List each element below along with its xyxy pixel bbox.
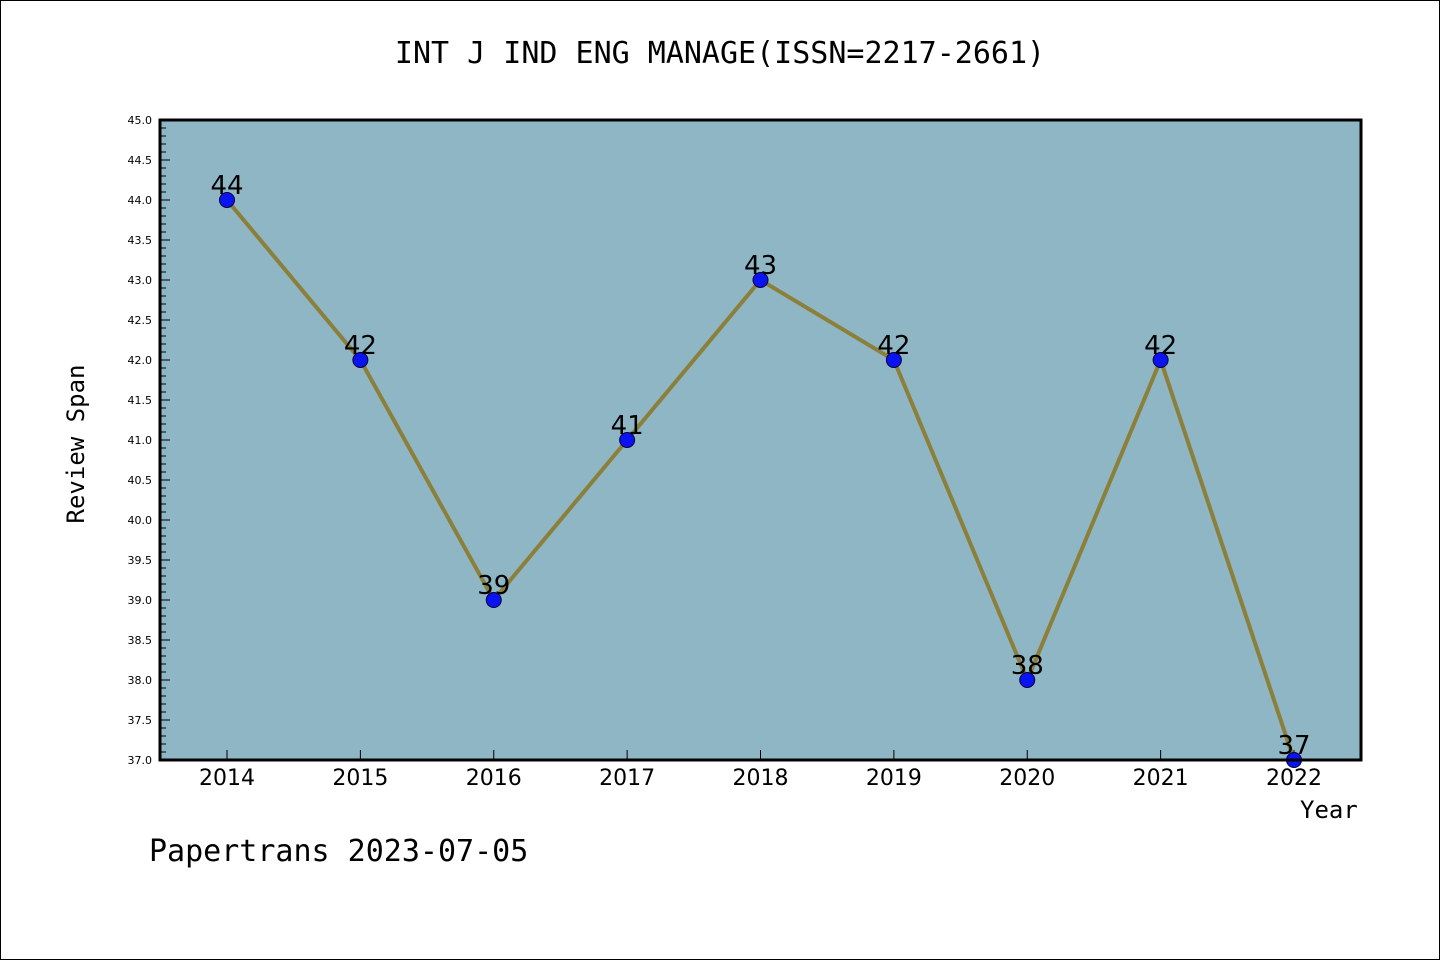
y-tick-label: 39.0 (128, 594, 153, 607)
y-tick-label: 45.0 (128, 114, 153, 127)
x-tick-label: 2020 (999, 766, 1055, 791)
data-label: 39 (477, 571, 510, 601)
data-label: 41 (611, 411, 644, 441)
x-tick-label: 2021 (1133, 766, 1189, 791)
chart-title: INT J IND ENG MANAGE(ISSN=2217-2661) (394, 36, 1046, 71)
y-tick-label: 43.0 (128, 274, 153, 287)
y-tick-label: 41.0 (128, 434, 153, 447)
y-tick-label: 37.0 (128, 754, 153, 767)
plot-border (158, 118, 1363, 762)
x-tick-label: 2015 (332, 766, 388, 791)
data-label: 42 (877, 331, 910, 361)
data-label: 43 (744, 251, 777, 281)
data-label: 42 (344, 331, 377, 361)
x-axis-label: Year (1300, 796, 1358, 824)
y-tick-label: 43.5 (128, 234, 153, 247)
data-label: 37 (1277, 731, 1310, 761)
y-tick-label: 44.5 (128, 154, 153, 167)
y-tick-label: 40.0 (128, 514, 153, 527)
data-labels-layer: 44 42 39 41 43 42 38 42 37 (210, 171, 1310, 761)
data-point (752, 272, 769, 288)
x-tick-label: 2019 (866, 766, 922, 791)
data-label: 38 (1011, 651, 1044, 681)
y-tick-label: 37.5 (128, 714, 153, 727)
x-tick-label: 2022 (1266, 766, 1322, 791)
y-tick-label: 38.5 (128, 634, 153, 647)
footer-watermark: Papertrans 2023-07-05 (149, 834, 529, 869)
data-label: 42 (1144, 331, 1177, 361)
x-tick-labels: 2014 2015 2016 2017 2018 2019 2020 2021 2022 (199, 766, 1322, 791)
data-point (219, 192, 235, 208)
y-tick-label: 44.0 (128, 194, 153, 207)
y-tick-label: 40.5 (128, 474, 153, 487)
y-tick-label: 39.5 (128, 554, 153, 567)
x-tick-label: 2016 (466, 766, 522, 791)
x-tick-label: 2014 (199, 766, 255, 791)
y-tick-labels: 37.0 37.5 38.0 38.5 39.0 39.5 40.0 40.5 41.0 41.5… (128, 114, 153, 767)
x-tick-label: 2017 (599, 766, 655, 791)
data-point (352, 352, 369, 368)
y-tick-label: 42.5 (128, 314, 153, 327)
data-point (485, 592, 502, 608)
y-tick-label: 42.0 (128, 354, 153, 367)
y-tick-label: 38.0 (128, 674, 153, 687)
x-tick-label: 2018 (733, 766, 789, 791)
data-label: 44 (210, 171, 243, 201)
data-point (1152, 352, 1169, 368)
plot-area (160, 120, 1361, 760)
data-point (619, 432, 636, 448)
y-tick-label: 41.5 (128, 394, 153, 407)
data-point (885, 352, 902, 368)
data-point (1019, 672, 1036, 688)
